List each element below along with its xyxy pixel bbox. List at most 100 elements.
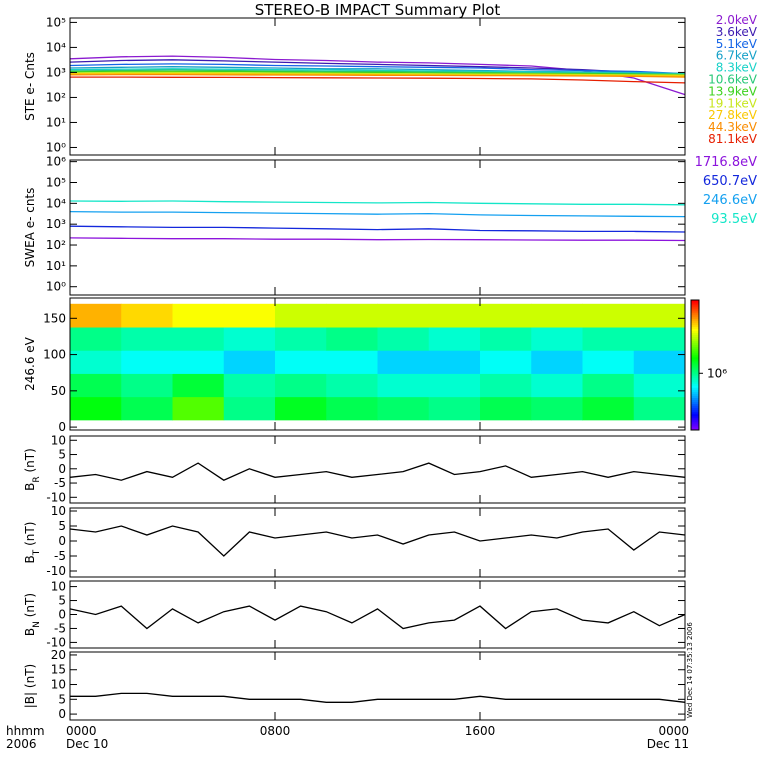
colorbar-step xyxy=(691,354,699,358)
series-line xyxy=(69,237,686,242)
y-axis-label-main: 246.6 eV xyxy=(23,336,37,391)
colorbar-step xyxy=(691,344,699,348)
heatmap-cell xyxy=(531,303,583,328)
x-tick-date: Dec 11 xyxy=(647,737,689,751)
heatmap-cell xyxy=(377,303,430,328)
colorbar-step xyxy=(691,379,699,382)
colorbar-step xyxy=(691,346,699,350)
heatmap-cell xyxy=(172,373,225,398)
heatmap-cell xyxy=(582,350,635,374)
y-axis-label: SWEA e- cnts xyxy=(23,188,37,268)
series-line xyxy=(69,605,686,630)
y-tick-label: 0 xyxy=(58,707,66,721)
heatmap-cell xyxy=(70,396,122,421)
y-axis-label-sub: R xyxy=(32,476,42,482)
colorbar-step xyxy=(691,385,699,388)
heatmap-cell xyxy=(531,396,583,421)
legend-label: 650.7eV xyxy=(703,174,757,189)
colorbar-step xyxy=(691,411,699,415)
legend-label: 81.1keV xyxy=(708,132,758,146)
colorbar-step xyxy=(691,334,699,338)
y-tick-label: 10 xyxy=(51,433,66,447)
y-tick-label: 0 xyxy=(58,534,66,548)
heatmap-cell xyxy=(633,350,686,374)
legend-label: 2.0keV xyxy=(716,13,758,27)
colorbar-step xyxy=(691,306,699,309)
y-tick-label: 10⁶ xyxy=(46,155,66,169)
y-axis-label-unit: (nT) xyxy=(23,664,37,688)
y-tick-label: 15 xyxy=(51,663,66,677)
heatmap-cell xyxy=(172,303,225,328)
colorbar-step xyxy=(691,322,699,325)
series-line xyxy=(69,63,686,75)
colorbar-step xyxy=(691,365,699,368)
y-axis-label: BT (nT) xyxy=(23,522,42,564)
y-axis-label-main: |B| xyxy=(23,692,37,708)
y-tick-label: 10⁴ xyxy=(46,40,66,54)
heatmap-cell xyxy=(121,373,173,398)
heatmap-cell xyxy=(480,303,532,328)
series-line xyxy=(69,210,686,218)
plot-frame xyxy=(69,17,686,156)
colorbar-step xyxy=(691,318,699,321)
heatmap-cell xyxy=(326,327,378,351)
series-line xyxy=(70,76,686,84)
heatmap-cell xyxy=(223,303,276,328)
series-line xyxy=(69,70,686,76)
y-axis-label: BN (nT) xyxy=(23,593,42,636)
y-tick-label: 10¹ xyxy=(46,259,66,273)
colorbar-step xyxy=(691,417,699,421)
colorbar-step xyxy=(691,423,699,427)
heatmap-cell xyxy=(428,350,481,374)
y-tick-label: 10³ xyxy=(46,65,66,79)
heatmap-cell xyxy=(531,373,583,398)
y-tick-label: -5 xyxy=(54,621,66,635)
legend-label: 93.5eV xyxy=(711,212,757,227)
heatmap-cell xyxy=(633,373,686,398)
colorbar-step xyxy=(691,391,699,394)
y-tick-label: 10 xyxy=(51,504,66,518)
colorbar-step xyxy=(691,427,699,431)
colorbar-step xyxy=(691,326,699,329)
y-tick-label: 5 xyxy=(58,448,66,462)
colorbar-step xyxy=(691,377,699,380)
colorbar-step xyxy=(691,308,699,311)
y-tick-label: 20 xyxy=(51,648,66,662)
y-tick-label: 100 xyxy=(43,348,66,362)
heatmap-cell xyxy=(172,327,225,351)
legend-label: 13.9keV xyxy=(708,84,758,98)
colorbar-step xyxy=(691,356,699,360)
colorbar-step xyxy=(691,397,699,401)
heatmap-cell xyxy=(70,303,122,328)
y-tick-label: 10 xyxy=(51,580,66,594)
plot-frame xyxy=(69,651,686,721)
heatmap-cell xyxy=(428,396,481,421)
y-tick-label: -10 xyxy=(46,635,66,649)
plot-frame xyxy=(69,159,686,296)
y-tick-label: 5 xyxy=(58,594,66,608)
x-tick-date: Dec 10 xyxy=(66,737,108,751)
legend-label: 5.1keV xyxy=(716,37,758,51)
colorbar-step xyxy=(691,358,699,362)
colorbar-step xyxy=(691,399,699,403)
chart-title: STEREO-B IMPACT Summary Plot xyxy=(255,1,501,19)
colorbar-step xyxy=(691,328,699,331)
colorbar-step xyxy=(691,405,699,409)
colorbar-step xyxy=(691,403,699,407)
heatmap-cell xyxy=(582,327,635,351)
colorbar-step xyxy=(691,348,699,352)
colorbar-step xyxy=(691,389,699,392)
colorbar-step xyxy=(691,342,699,346)
heatmap-cell xyxy=(275,373,327,398)
colorbar-step xyxy=(691,314,699,317)
series-line xyxy=(69,525,686,557)
colorbar-step xyxy=(691,316,699,319)
y-axis-label: 246.6 eV xyxy=(23,336,37,391)
colorbar-step xyxy=(691,350,699,354)
series-line xyxy=(69,59,686,77)
colorbar-step xyxy=(691,371,699,374)
colorbar-step xyxy=(691,373,699,376)
series-line xyxy=(69,71,686,76)
heatmap-cell xyxy=(326,373,378,398)
y-tick-label: 10⁵ xyxy=(46,15,66,29)
